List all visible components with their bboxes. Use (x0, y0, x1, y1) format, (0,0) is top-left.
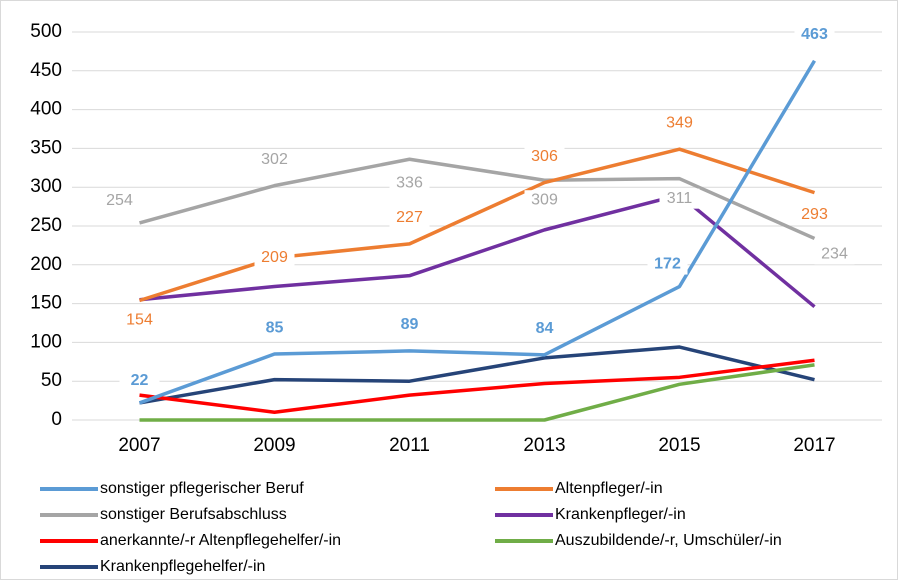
y-tick-label: 500 (30, 21, 62, 42)
data-label: 349 (666, 114, 693, 131)
y-tick-label: 150 (30, 293, 62, 314)
legend-label: anerkannte/-r Altenpflegehelfer/-in (100, 532, 341, 549)
series-line (139, 193, 816, 309)
label-bg (814, 244, 855, 265)
legend-label: Krankenpflegehelfer/-in (100, 558, 265, 575)
series-line (138, 59, 817, 405)
legend-label: Altenpfleger/-in (555, 480, 663, 497)
x-tick-label: 2009 (253, 435, 295, 456)
data-label: 22 (131, 372, 149, 389)
label-bg (794, 204, 835, 225)
label-bg (254, 318, 295, 339)
y-tick-label: 350 (30, 137, 62, 158)
data-label: 311 (667, 190, 693, 207)
y-tick-label: 200 (30, 254, 62, 275)
series-line (139, 363, 815, 422)
label-bg (524, 190, 565, 211)
x-tick-label: 2017 (793, 435, 835, 456)
label-bg (99, 190, 140, 211)
data-label: 336 (396, 174, 423, 191)
label-bg (794, 24, 835, 45)
data-label: 302 (261, 151, 288, 168)
label-bg (524, 146, 565, 167)
y-tick-label: 450 (30, 60, 62, 81)
y-tick-label: 50 (41, 370, 62, 391)
y-tick-label: 300 (30, 176, 62, 197)
x-tick-label: 2013 (523, 435, 565, 456)
label-bg (119, 310, 160, 331)
legend-label: sonstiger pflegerischer Beruf (100, 480, 304, 497)
series-line (139, 358, 815, 414)
x-tick-label: 2015 (658, 435, 700, 456)
series-line (139, 157, 816, 241)
label-bg (389, 314, 430, 335)
data-label: 306 (531, 148, 558, 165)
data-label: 84 (536, 320, 554, 337)
data-label: 463 (801, 26, 828, 43)
data-label: 254 (106, 192, 133, 209)
y-tick-label: 400 (30, 99, 62, 120)
x-tick-label: 2007 (118, 435, 160, 456)
data-label: 89 (401, 316, 419, 333)
label-bg (254, 247, 295, 268)
legend-label: Krankenpfleger/-in (555, 506, 686, 523)
label-bg (659, 188, 700, 209)
x-tick-label: 2011 (389, 435, 430, 456)
data-label: 227 (396, 209, 423, 226)
series-line (139, 345, 815, 405)
label-bg (389, 173, 430, 194)
data-label: 85 (266, 319, 284, 336)
data-label: 293 (801, 206, 828, 223)
data-label: 309 (531, 191, 558, 208)
label-bg (119, 370, 160, 391)
label-bg (389, 207, 430, 228)
data-label: 172 (654, 256, 681, 273)
label-bg (659, 113, 700, 134)
y-tick-label: 250 (30, 215, 62, 236)
legend-label: Auszubildende/-r, Umschüler/-in (555, 532, 782, 549)
series-line (138, 147, 816, 303)
legend-label: sonstiger Berufsabschluss (100, 506, 287, 523)
data-label: 209 (261, 249, 288, 266)
label-bg (647, 254, 688, 275)
y-tick-label: 100 (30, 331, 62, 352)
label-bg (254, 149, 295, 170)
data-label: 154 (126, 312, 153, 329)
label-bg (524, 318, 565, 339)
y-tick-label: 0 (51, 409, 62, 430)
data-label: 234 (821, 246, 848, 263)
